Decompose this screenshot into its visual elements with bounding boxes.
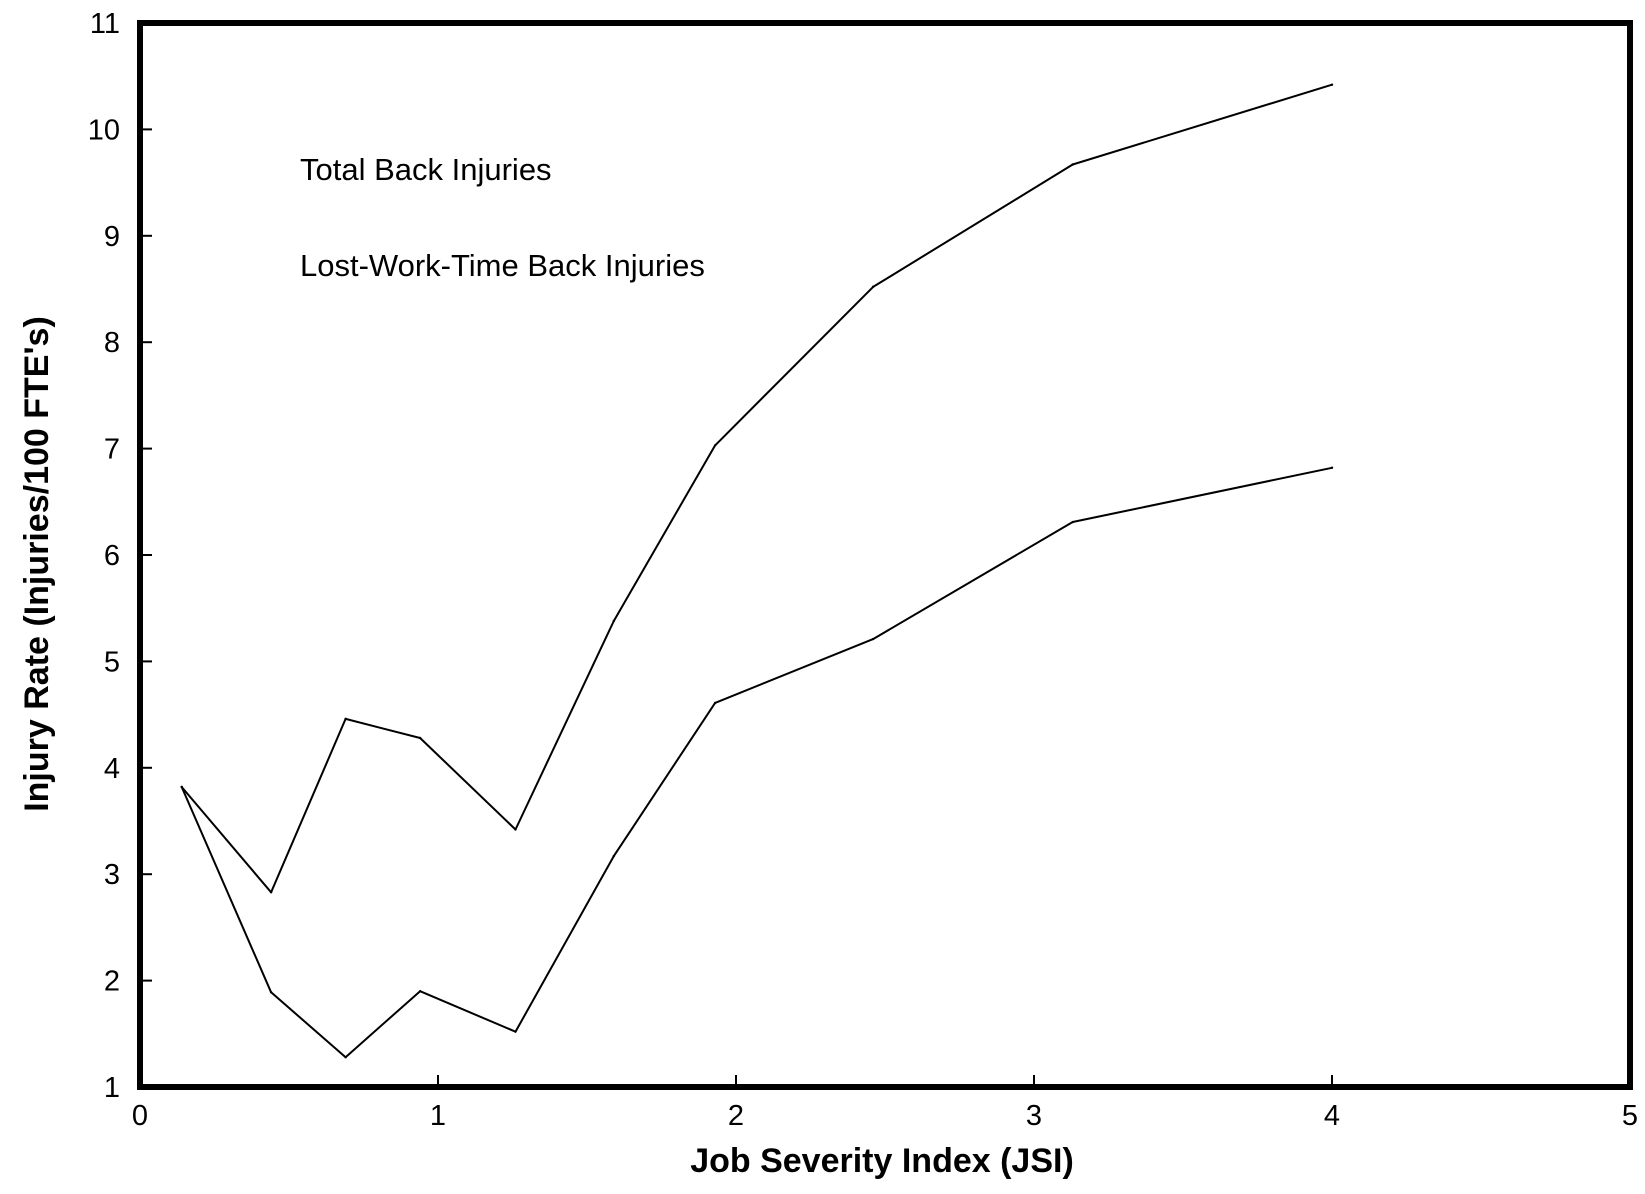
series-2-point <box>269 991 273 994</box>
y-tick-label: 7 <box>104 434 120 466</box>
x-tick-label: 0 <box>132 1100 148 1132</box>
y-tick-label: 8 <box>104 327 120 359</box>
annotation-layer: Total Back Injuries Lost-Work-Time Back I… <box>300 152 705 283</box>
series-2-point <box>1330 466 1334 469</box>
series-1-point <box>1071 163 1074 166</box>
y-tick-label: 5 <box>104 646 120 678</box>
x-tick-label: 1 <box>430 1100 446 1132</box>
series-2-point <box>180 785 183 789</box>
x-tick-label: 3 <box>1026 1100 1042 1132</box>
series-1-point <box>1330 83 1334 86</box>
y-tick-label: 2 <box>104 966 120 998</box>
annotation-label-2: Lost-Work-Time Back Injuries <box>300 248 705 283</box>
y-tick-label: 3 <box>104 859 120 891</box>
x-tick-label: 4 <box>1324 1100 1340 1132</box>
series-layer <box>180 83 1334 1059</box>
series-1-point <box>269 891 273 894</box>
series-2-point <box>612 854 616 858</box>
series-line-1 <box>180 83 1333 894</box>
series-2-point <box>713 701 717 705</box>
y-axis-title: Injury Rate (Injuries/100 FTE's) <box>18 316 56 812</box>
y-tick-label: 1 <box>104 1072 120 1104</box>
y-tick-label: 9 <box>104 221 120 253</box>
x-tick-label: 5 <box>1622 1100 1638 1132</box>
y-tick-label: 10 <box>88 114 120 146</box>
series-2-point <box>1071 520 1074 524</box>
series-1-point <box>871 285 875 289</box>
series-1-point <box>612 619 616 623</box>
y-tick-label: 4 <box>104 753 120 785</box>
series-2-point <box>418 990 422 993</box>
series-1-point <box>514 828 517 831</box>
series-1-point <box>344 717 347 721</box>
series-2-point <box>344 1056 347 1059</box>
x-axis-title: Job Severity Index (JSI) <box>690 1142 1074 1180</box>
y-tick-label: 11 <box>90 8 120 40</box>
series-line-2 <box>180 466 1333 1059</box>
series-2-point <box>514 1030 517 1033</box>
series-1-point <box>713 444 717 447</box>
series-2-point <box>871 637 875 641</box>
y-tick-label: 6 <box>104 540 120 572</box>
annotation-label-1: Total Back Injuries <box>300 152 552 187</box>
series-1-point <box>418 736 422 740</box>
x-tick-label: 2 <box>728 1100 744 1132</box>
